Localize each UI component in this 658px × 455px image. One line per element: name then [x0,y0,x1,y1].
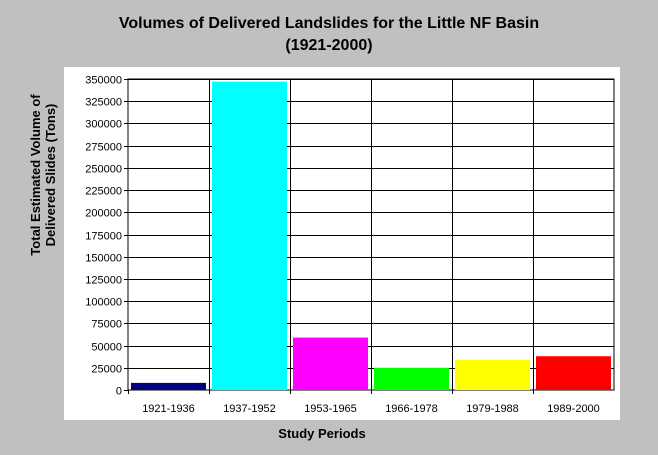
x-tick-label: 1979-1988 [466,403,519,415]
y-tick-label: 50000 [91,342,122,354]
x-tick-label: 1937-1952 [223,403,276,415]
bar [536,356,611,390]
y-tick-label: 150000 [85,253,122,265]
y-tick-label: 200000 [85,208,122,220]
x-tick-label: 1966-1978 [385,403,438,415]
bar [212,81,287,390]
y-tick-label: 275000 [85,142,122,154]
y-tick-label: 250000 [85,164,122,176]
y-tick-label: 25000 [91,364,122,376]
y-tick-label: 350000 [85,75,122,87]
y-axis-label: Total Estimated Volume of Delivered Slid… [28,35,58,315]
y-tick-label: 0 [116,386,122,398]
x-axis-label: Study Periods [278,426,366,441]
y-tick-label: 100000 [85,297,122,309]
y-tick-label: 125000 [85,275,122,287]
bar [131,382,206,390]
y-tick-label: 325000 [85,97,122,109]
chart-title: Volumes of Delivered Landslides for the … [118,15,540,32]
y-axis-label-line-1: Total Estimated Volume of [28,94,43,256]
y-tick-label: 300000 [85,119,122,131]
x-tick-label: 1953-1965 [304,403,357,415]
chart-subtitle: (1921-2000) [285,37,373,54]
x-tick-label: 1989-2000 [547,403,600,415]
bar [293,337,368,390]
x-tick-label: 1921-1936 [142,403,195,415]
y-tick-label: 75000 [91,319,122,331]
y-axis-label-line-2: Delivered Slides (Tons) [43,103,58,247]
bar [455,359,530,390]
y-tick-label: 175000 [85,231,122,243]
bar [374,367,449,390]
y-tick-label: 225000 [85,186,122,198]
